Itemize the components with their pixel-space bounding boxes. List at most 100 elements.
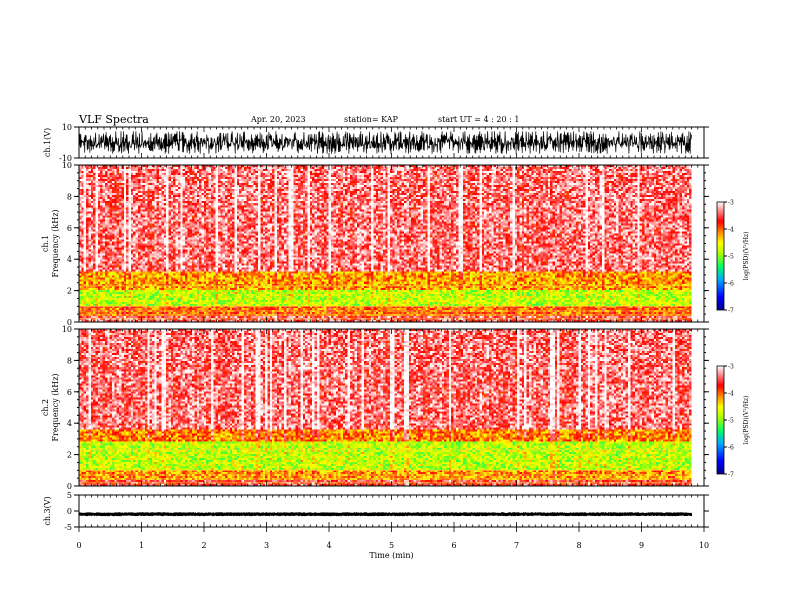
spectrogram-cell xyxy=(548,171,550,173)
spectrogram-cell xyxy=(194,169,196,171)
spectrogram-cell xyxy=(593,193,595,195)
spectrogram-cell xyxy=(159,193,161,195)
spectrogram-cell xyxy=(484,185,486,187)
spectrogram-cell xyxy=(338,181,340,183)
spectrogram-cell xyxy=(585,189,587,191)
spectrogram-cell xyxy=(569,169,571,171)
spectrogram-cell xyxy=(633,189,635,191)
spectrogram-cell xyxy=(661,173,663,175)
spectrogram-cell xyxy=(204,199,206,201)
spectrogram-cell xyxy=(550,191,552,193)
spectrogram-cell xyxy=(562,195,564,197)
spectrogram-cell xyxy=(517,185,519,187)
spectrogram-cell xyxy=(677,181,679,183)
spectrogram-cell xyxy=(432,195,434,197)
spectrogram-cell xyxy=(225,171,227,173)
spectrogram-cell xyxy=(81,201,83,203)
spectrogram-cell xyxy=(107,193,109,195)
spectrogram-cell xyxy=(161,197,163,199)
spectrogram-cell xyxy=(88,193,90,195)
spectrogram-cell xyxy=(239,195,241,197)
spectrogram-cell xyxy=(373,191,375,193)
spectrogram-cell xyxy=(378,181,380,183)
spectrogram-cell xyxy=(187,181,189,183)
spectrogram-cell xyxy=(663,189,665,191)
spectrogram-cell xyxy=(508,187,510,189)
spectrogram-cell xyxy=(340,179,342,181)
spectrogram-cell xyxy=(145,173,147,175)
spectrogram-cell xyxy=(213,177,215,179)
spectrogram-cell xyxy=(475,171,477,173)
spectrogram-cell xyxy=(183,199,185,201)
spectrogram-cell xyxy=(275,201,277,203)
spectrogram-cell xyxy=(124,169,126,171)
spectrogram-cell xyxy=(531,175,533,177)
spectrogram-cell xyxy=(183,191,185,193)
spectrogram-cell xyxy=(143,169,145,171)
spectrogram-cell xyxy=(157,189,159,191)
spectrogram-cell xyxy=(206,181,208,183)
spectrogram-cell xyxy=(529,183,531,185)
spectrogram-cell xyxy=(298,171,300,173)
spectrogram-cell xyxy=(124,181,126,183)
spectrogram-cell xyxy=(117,183,119,185)
spectrogram-cell xyxy=(152,183,154,185)
spectrogram-cell xyxy=(614,195,616,197)
spectrogram-cell xyxy=(677,173,679,175)
spectrogram-cell xyxy=(409,177,411,179)
spectrogram-cell xyxy=(194,191,196,193)
spectrogram-cell xyxy=(136,171,138,173)
spectrogram-cell xyxy=(675,177,677,179)
spectrogram-cell xyxy=(383,169,385,171)
spectrogram-cell xyxy=(209,183,211,185)
spectrogram-cell xyxy=(143,171,145,173)
spectrogram-cell xyxy=(263,187,265,189)
spectrogram-cell xyxy=(270,193,272,195)
spectrogram-cell xyxy=(531,189,533,191)
spectrogram-cell xyxy=(670,179,672,181)
spectrogram-cell xyxy=(275,195,277,197)
spectrogram-cell xyxy=(359,181,361,183)
spectrogram-cell xyxy=(171,201,173,203)
spectrogram-cell xyxy=(477,197,479,199)
spectrogram-cell xyxy=(345,197,347,199)
spectrogram-cell xyxy=(136,193,138,195)
spectrogram-cell xyxy=(143,183,145,185)
spectrogram-cell xyxy=(308,175,310,177)
spectrogram-cell xyxy=(270,181,272,183)
spectrogram-cell xyxy=(397,195,399,197)
spectrogram-cell xyxy=(390,183,392,185)
spectrogram-cell xyxy=(529,177,531,179)
spectrogram-cell xyxy=(553,197,555,199)
spectrogram-cell xyxy=(614,171,616,173)
spectrogram-cell xyxy=(286,171,288,173)
spectrogram-cell xyxy=(614,187,616,189)
spectrogram-cell xyxy=(411,169,413,171)
spectrogram-cell xyxy=(529,171,531,173)
spectrogram-cell xyxy=(414,181,416,183)
spectrogram-cell xyxy=(628,171,630,173)
spectrogram-cell xyxy=(439,185,441,187)
spectrogram-cell xyxy=(439,195,441,197)
spectrogram-cell xyxy=(319,193,321,195)
spectrogram-cell xyxy=(282,169,284,171)
spectrogram-cell xyxy=(531,193,533,195)
spectrogram-cell xyxy=(543,179,545,181)
spectrogram-cell xyxy=(680,191,682,193)
spectrogram-cell xyxy=(647,193,649,195)
spectrogram-cell xyxy=(515,183,517,185)
spectrogram-cell xyxy=(595,171,597,173)
spectrogram-cell xyxy=(293,201,295,203)
spectrogram-cell xyxy=(176,185,178,187)
spectrogram-cell xyxy=(147,171,149,173)
spectrogram-cell xyxy=(117,193,119,195)
spectrogram-cell xyxy=(185,173,187,175)
spectrogram-cell xyxy=(484,177,486,179)
spectrogram-cell xyxy=(211,175,213,177)
spectrogram-cell xyxy=(527,181,529,183)
spectrogram-cell xyxy=(397,191,399,193)
spectrogram-cell xyxy=(131,185,133,187)
spectrogram-cell xyxy=(169,185,171,187)
spectrogram-cell xyxy=(503,189,505,191)
spectrogram-cell xyxy=(124,189,126,191)
